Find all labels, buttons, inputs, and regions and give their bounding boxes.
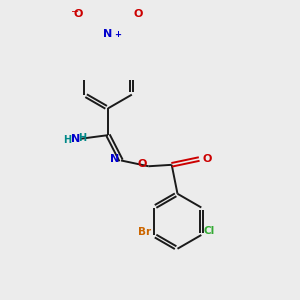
- Text: O: O: [202, 154, 212, 164]
- Text: O: O: [73, 9, 83, 19]
- Text: N: N: [103, 29, 113, 39]
- Text: Cl: Cl: [203, 226, 215, 236]
- Text: H: H: [78, 133, 86, 143]
- Text: N: N: [71, 134, 80, 145]
- Text: Br: Br: [138, 227, 152, 237]
- Text: H: H: [64, 135, 72, 145]
- Text: +: +: [114, 29, 121, 38]
- Text: O: O: [134, 9, 143, 19]
- Text: N: N: [110, 154, 120, 164]
- Text: O: O: [138, 159, 147, 169]
- Text: −: −: [71, 7, 79, 17]
